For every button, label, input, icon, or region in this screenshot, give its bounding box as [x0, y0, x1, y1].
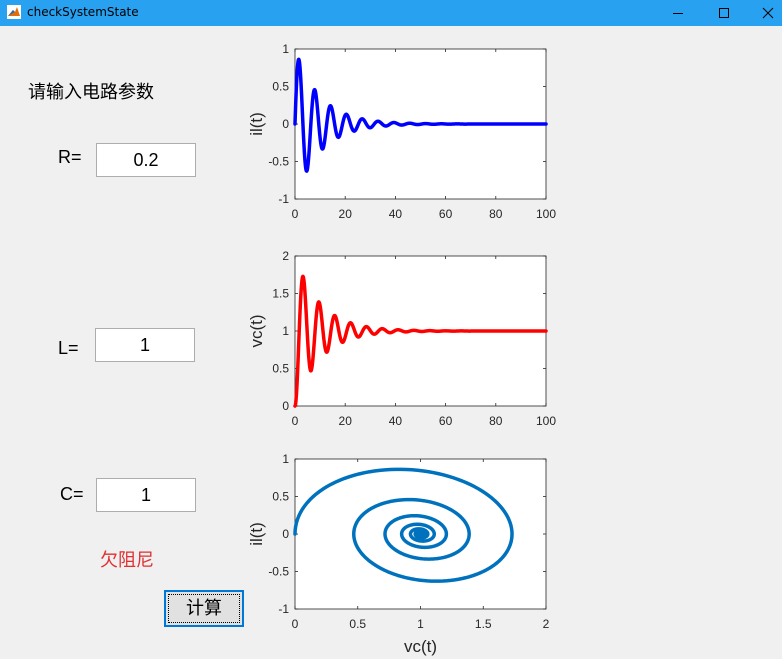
- y-tick-label: -1: [278, 602, 289, 616]
- x-tick-label: 100: [536, 207, 556, 221]
- x-tick-label: 2: [543, 617, 550, 631]
- y-tick-label: 0: [282, 399, 289, 413]
- y-tick-label: 0: [282, 117, 289, 131]
- status-label: 欠阻尼: [100, 550, 154, 571]
- x-tick-label: 40: [389, 414, 403, 428]
- x-tick-label: 60: [439, 207, 453, 221]
- r-input[interactable]: 0.2: [96, 143, 196, 177]
- x-tick-label: 40: [389, 207, 403, 221]
- x-tick-label: 1: [417, 617, 424, 631]
- l-label: L=: [58, 338, 79, 358]
- minimize-button[interactable]: [655, 0, 701, 26]
- close-icon: [762, 7, 774, 19]
- series-line: [293, 57, 548, 173]
- y-tick-label: 2: [282, 249, 289, 263]
- y-tick-label: -0.5: [268, 155, 289, 169]
- x-tick-label: 20: [339, 207, 353, 221]
- window-title: checkSystemState: [27, 5, 139, 19]
- r-label: R=: [58, 147, 82, 167]
- y-tick-label: 1: [282, 452, 289, 466]
- c-label: C=: [60, 484, 84, 504]
- x-tick-label: 100: [536, 414, 556, 428]
- matlab-icon: [7, 5, 21, 19]
- y-tick-label: 1: [282, 324, 289, 338]
- x-tick-label: 20: [339, 414, 353, 428]
- title-bar: checkSystemState: [0, 0, 782, 26]
- y-tick-label: 0.5: [272, 490, 289, 504]
- minimize-icon: [673, 13, 683, 14]
- series-line: [293, 274, 548, 408]
- x-tick-label: 80: [489, 207, 503, 221]
- x-tick-label: 0.5: [349, 617, 366, 631]
- series-line: [293, 467, 514, 583]
- y-tick-label: 1: [282, 42, 289, 56]
- x-tick-label: 60: [439, 414, 453, 428]
- close-button[interactable]: [745, 0, 782, 26]
- y-axis-label: vc(t): [247, 314, 266, 347]
- y-tick-label: 0.5: [272, 80, 289, 94]
- y-axis-label: il(t): [247, 522, 266, 546]
- maximize-button[interactable]: [701, 0, 747, 26]
- c-input[interactable]: 1: [96, 478, 196, 512]
- y-axis-label: il(t): [247, 112, 266, 136]
- y-tick-label: -0.5: [268, 565, 289, 579]
- calculate-button[interactable]: 计算: [164, 590, 244, 627]
- x-tick-label: 0: [292, 617, 299, 631]
- maximize-icon: [719, 8, 729, 18]
- x-axis-label: vc(t): [404, 637, 437, 656]
- prompt-label: 请输入电路参数: [28, 82, 154, 103]
- y-tick-label: 0.5: [272, 362, 289, 376]
- y-tick-label: 1.5: [272, 287, 289, 301]
- y-tick-label: -1: [278, 192, 289, 206]
- x-tick-label: 80: [489, 414, 503, 428]
- x-tick-label: 0: [292, 414, 299, 428]
- x-tick-label: 0: [292, 207, 299, 221]
- l-input[interactable]: 1: [95, 328, 195, 362]
- y-tick-label: 0: [282, 527, 289, 541]
- x-tick-label: 1.5: [475, 617, 492, 631]
